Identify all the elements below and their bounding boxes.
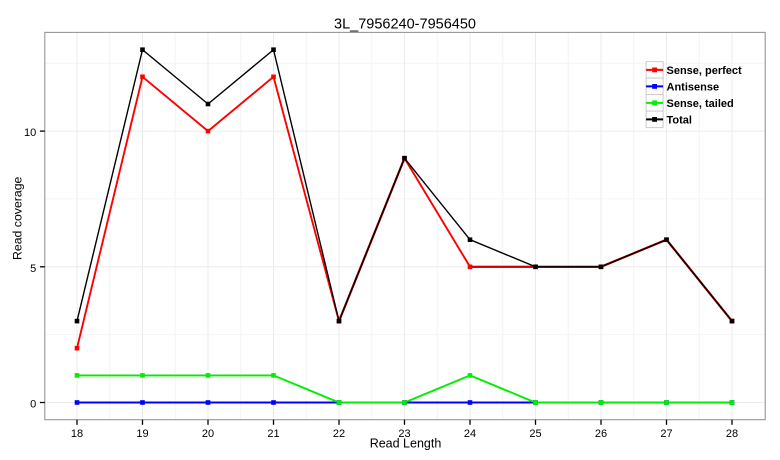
svg-text:24: 24 bbox=[464, 428, 476, 440]
svg-text:23: 23 bbox=[398, 428, 410, 440]
svg-text:25: 25 bbox=[529, 428, 541, 440]
svg-text:20: 20 bbox=[202, 428, 214, 440]
svg-text:21: 21 bbox=[267, 428, 279, 440]
svg-text:Read Length: Read Length bbox=[370, 437, 442, 451]
svg-text:18: 18 bbox=[71, 428, 83, 440]
svg-text:27: 27 bbox=[660, 428, 672, 440]
svg-text:0: 0 bbox=[30, 399, 36, 411]
svg-text:22: 22 bbox=[333, 428, 345, 440]
svg-text:Sense, tailed: Sense, tailed bbox=[667, 98, 734, 110]
svg-text:26: 26 bbox=[595, 428, 607, 440]
svg-text:Total: Total bbox=[667, 114, 692, 126]
svg-text:19: 19 bbox=[136, 428, 148, 440]
svg-text:10: 10 bbox=[24, 127, 36, 139]
svg-text:Read coverage: Read coverage bbox=[11, 176, 25, 260]
svg-text:Antisense: Antisense bbox=[667, 81, 720, 93]
svg-text:5: 5 bbox=[30, 263, 36, 275]
svg-text:28: 28 bbox=[726, 428, 738, 440]
svg-text:Sense, perfect: Sense, perfect bbox=[667, 65, 743, 77]
svg-text:3L_7956240-7956450: 3L_7956240-7956450 bbox=[334, 16, 476, 32]
